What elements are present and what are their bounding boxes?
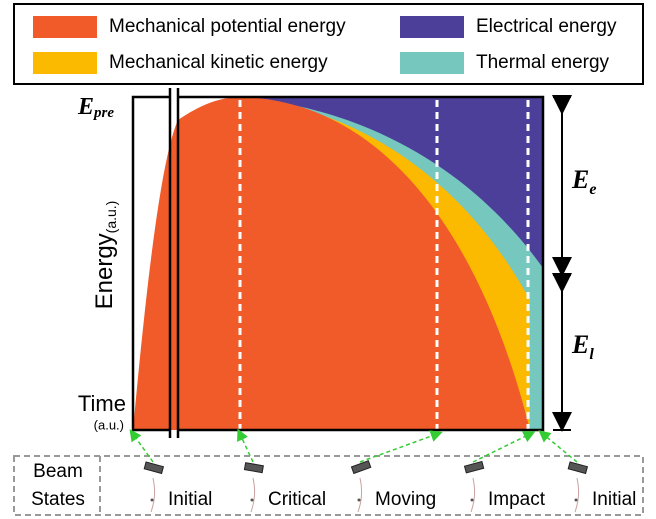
beam-point <box>250 498 254 502</box>
beam-icon <box>143 461 165 475</box>
beam-wire <box>250 477 256 513</box>
beam-wire <box>470 477 476 513</box>
y-axis-label: Energy(a.u.) <box>91 201 118 310</box>
legend-swatch <box>400 16 464 38</box>
legend-swatch <box>400 52 464 74</box>
legend-swatch <box>33 16 97 38</box>
beam-point <box>150 498 154 502</box>
beam-states-title: States <box>31 489 85 510</box>
e-l-label: El <box>571 330 594 363</box>
plot-frame <box>131 88 545 438</box>
beam-state-label: Initial <box>168 489 212 510</box>
beam-wire <box>574 477 580 513</box>
beam-icon <box>463 460 485 474</box>
beam-point <box>574 498 578 502</box>
energy-brackets <box>552 95 572 432</box>
state-arrow <box>538 430 578 463</box>
x-axis-unit: (a.u.) <box>94 417 124 432</box>
legend: Mechanical potential energy Electrical en… <box>33 16 617 74</box>
beam-states: Initial Critical Moving Impact Initial <box>129 428 636 513</box>
potential-area <box>178 97 530 430</box>
legend-label: Electrical energy <box>476 16 617 37</box>
state-arrow <box>472 431 536 463</box>
e-pre-label: Epre <box>77 94 114 122</box>
x-axis-label: Time <box>78 391 126 416</box>
beam-state-label: Initial <box>592 489 636 510</box>
legend-label: Mechanical kinetic energy <box>109 52 328 73</box>
e-e-label: Ee <box>571 165 596 198</box>
beam-state-label: Critical <box>268 489 326 510</box>
state-arrow <box>237 428 254 463</box>
beam-point <box>470 498 474 502</box>
beam-state-label: Impact <box>488 489 546 510</box>
beam-point <box>357 498 361 502</box>
beam-states-box <box>13 455 644 516</box>
beam-wire <box>357 477 363 513</box>
legend-swatch <box>33 52 97 74</box>
potential-area <box>133 120 178 430</box>
thermal-area <box>530 275 543 430</box>
beam-wire <box>150 477 156 513</box>
beam-state-label: Moving <box>375 489 436 510</box>
beam-states-title: Beam <box>33 461 83 482</box>
legend-box <box>13 3 644 85</box>
legend-label: Mechanical potential energy <box>109 16 346 37</box>
state-arrow <box>129 429 154 463</box>
energy-areas <box>133 97 543 430</box>
legend-label: Thermal energy <box>476 52 610 73</box>
beam-icon <box>243 462 264 474</box>
beam-icon <box>350 460 372 475</box>
beam-icon <box>567 461 589 475</box>
state-arrow <box>359 430 443 463</box>
